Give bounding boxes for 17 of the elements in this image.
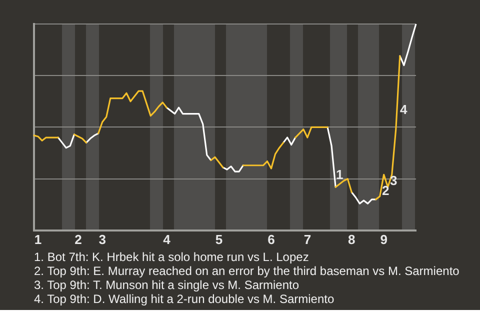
- text: 4. Top 9th: D. Walling hit a 2-run double vs M. Sarmiento: [34, 292, 336, 306]
- x-tick-label: 8: [348, 232, 356, 247]
- x-tick-label: 5: [215, 232, 223, 247]
- x-tick-label: 2: [74, 232, 82, 247]
- x-tick-label: 9: [380, 232, 388, 247]
- x-tick-label: 4: [163, 232, 172, 247]
- annotation: 3: [390, 173, 398, 189]
- x-tick-label: 7: [304, 232, 312, 247]
- annotation: 1: [336, 167, 344, 183]
- x-tick-label: 1: [34, 232, 42, 247]
- text: 3. Top 9th: T. Munson hit a single vs M. Sarmiento: [34, 278, 300, 292]
- x-tick-label: 6: [268, 232, 275, 247]
- x-tick-label: 3: [98, 232, 106, 247]
- text: 2. Top 9th: E. Murray reached on an error by the third baseman vs M. Sarmiento: [34, 264, 460, 278]
- text: 1. Bot 7th: K. Hrbek hit a solo home run vs L. Lopez: [34, 250, 310, 264]
- annotation: 4: [400, 102, 408, 118]
- annotation: 2: [382, 183, 390, 199]
